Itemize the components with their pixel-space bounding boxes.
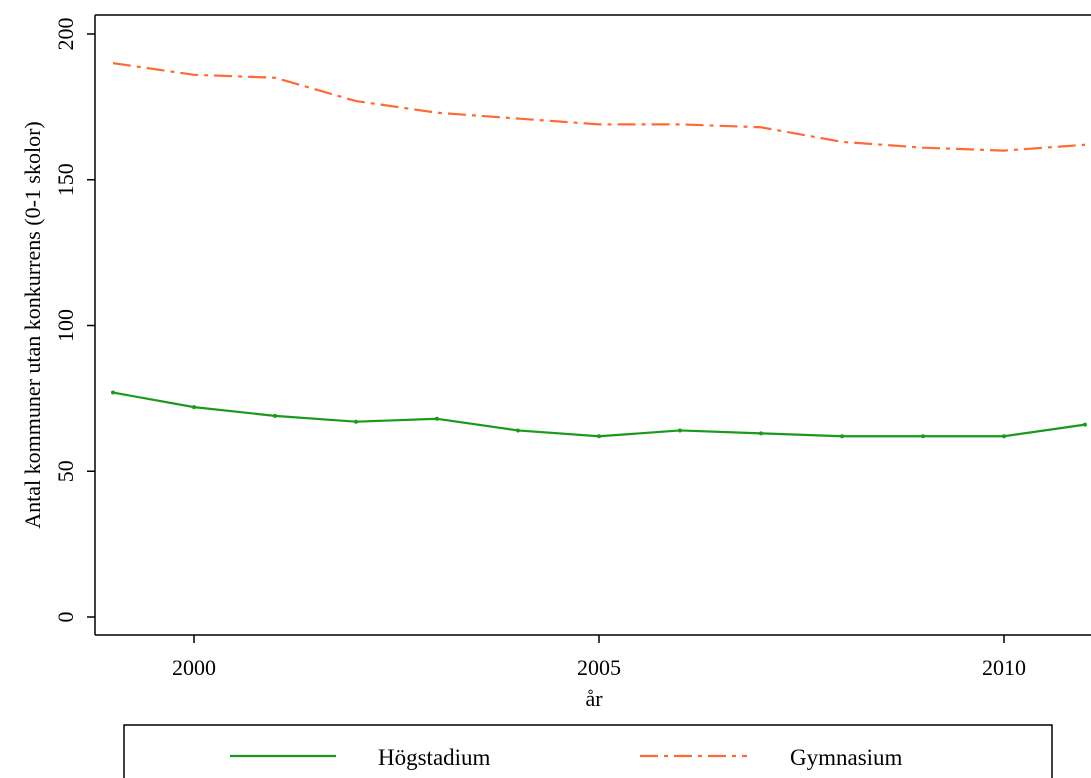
y-axis-title: Antal kommuner utan konkurrens (0-1 skol… [20, 121, 45, 529]
data-point [273, 413, 277, 418]
data-point [435, 416, 439, 421]
y-tick-label: 200 [53, 18, 78, 51]
legend-box [123, 724, 1053, 778]
data-point [1083, 422, 1087, 427]
y-tick-label: 100 [53, 309, 78, 342]
y-tick-label: 50 [53, 460, 78, 482]
x-tick-label: 2000 [172, 655, 216, 680]
data-point [516, 428, 520, 433]
y-axis-ticks: 0 50 100 150 200 [53, 18, 95, 623]
data-point [840, 434, 844, 439]
series-line-hogstadium [112, 391, 1086, 438]
data-point [111, 390, 115, 395]
data-point [1002, 434, 1006, 439]
data-point [354, 419, 358, 424]
series-line-gymnasium [112, 62, 1086, 152]
x-axis-ticks: 2000 2005 2010 [172, 635, 1026, 680]
legend-label-hogstadium: Högstadium [378, 745, 491, 770]
series-layer [111, 62, 1087, 439]
data-point [921, 434, 925, 439]
x-tick-label: 2005 [577, 655, 621, 680]
y-tick-label: 0 [53, 612, 78, 623]
legend: Högstadium Gymnasium [123, 724, 1053, 778]
data-point [597, 434, 601, 439]
x-axis-title: år [585, 686, 603, 711]
y-tick-label: 150 [53, 163, 78, 196]
data-point [678, 428, 682, 433]
legend-label-gymnasium: Gymnasium [790, 745, 903, 770]
data-point [759, 431, 763, 436]
plot-area [94, 14, 1091, 636]
data-point [192, 405, 196, 410]
x-tick-label: 2010 [982, 655, 1026, 680]
